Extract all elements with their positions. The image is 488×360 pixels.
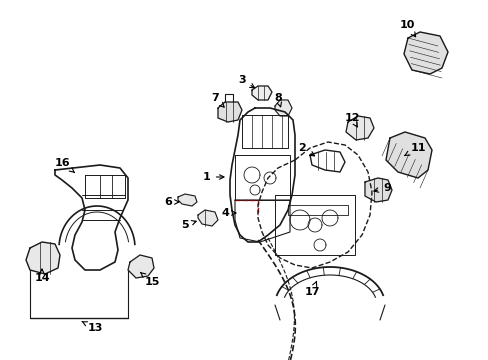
Text: 14: 14 <box>34 269 50 283</box>
Text: 10: 10 <box>399 20 415 37</box>
Polygon shape <box>385 132 431 178</box>
Text: 9: 9 <box>373 183 390 193</box>
Text: 11: 11 <box>404 143 425 156</box>
Text: 12: 12 <box>344 113 359 127</box>
Polygon shape <box>251 86 271 100</box>
Polygon shape <box>26 242 60 274</box>
Polygon shape <box>218 102 242 122</box>
Polygon shape <box>178 194 197 206</box>
Polygon shape <box>346 116 373 140</box>
Polygon shape <box>364 178 391 202</box>
Polygon shape <box>198 210 218 226</box>
Polygon shape <box>274 100 291 116</box>
Text: 16: 16 <box>55 158 74 172</box>
Text: 1: 1 <box>203 172 224 182</box>
Text: 17: 17 <box>304 282 319 297</box>
Text: 13: 13 <box>82 321 102 333</box>
Text: 15: 15 <box>140 273 160 287</box>
Text: 3: 3 <box>238 75 254 88</box>
Text: 4: 4 <box>221 208 236 218</box>
Text: 2: 2 <box>298 143 314 156</box>
Text: 8: 8 <box>274 93 281 107</box>
Text: 6: 6 <box>164 197 179 207</box>
Polygon shape <box>403 32 447 74</box>
Text: 5: 5 <box>181 220 196 230</box>
Polygon shape <box>128 255 154 278</box>
Text: 7: 7 <box>211 93 224 107</box>
